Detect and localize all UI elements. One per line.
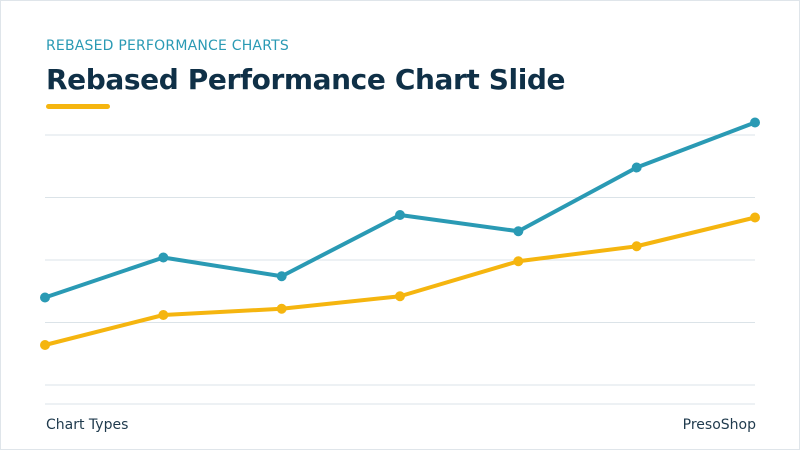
- title-underline: [46, 104, 110, 109]
- footer-chart-types: Chart Types: [46, 417, 129, 433]
- series-1-point-3: [276, 271, 287, 282]
- series-2-point-5: [513, 256, 524, 267]
- series-2-point-3: [276, 303, 287, 314]
- series-1-point-7: [750, 117, 760, 128]
- series-1-point-1: [40, 292, 50, 303]
- series-1-point-6: [631, 162, 642, 173]
- series-2-point-1: [40, 340, 50, 350]
- series-2-point-6: [631, 241, 642, 252]
- series-2-point-4: [395, 291, 405, 302]
- slide-title: Rebased Performance Chart Slide: [46, 63, 566, 96]
- series-1-point-2: [158, 252, 169, 263]
- series-1-point-4: [395, 210, 405, 220]
- series-1-point-5: [513, 226, 524, 237]
- series-2-point-7: [750, 212, 760, 223]
- series-line-2: [43, 215, 757, 347]
- series-2-point-2: [158, 310, 169, 320]
- slide-kicker: REBASED PERFORMANCE CHARTS: [46, 38, 289, 54]
- footer-brand: PresoShop: [682, 417, 756, 433]
